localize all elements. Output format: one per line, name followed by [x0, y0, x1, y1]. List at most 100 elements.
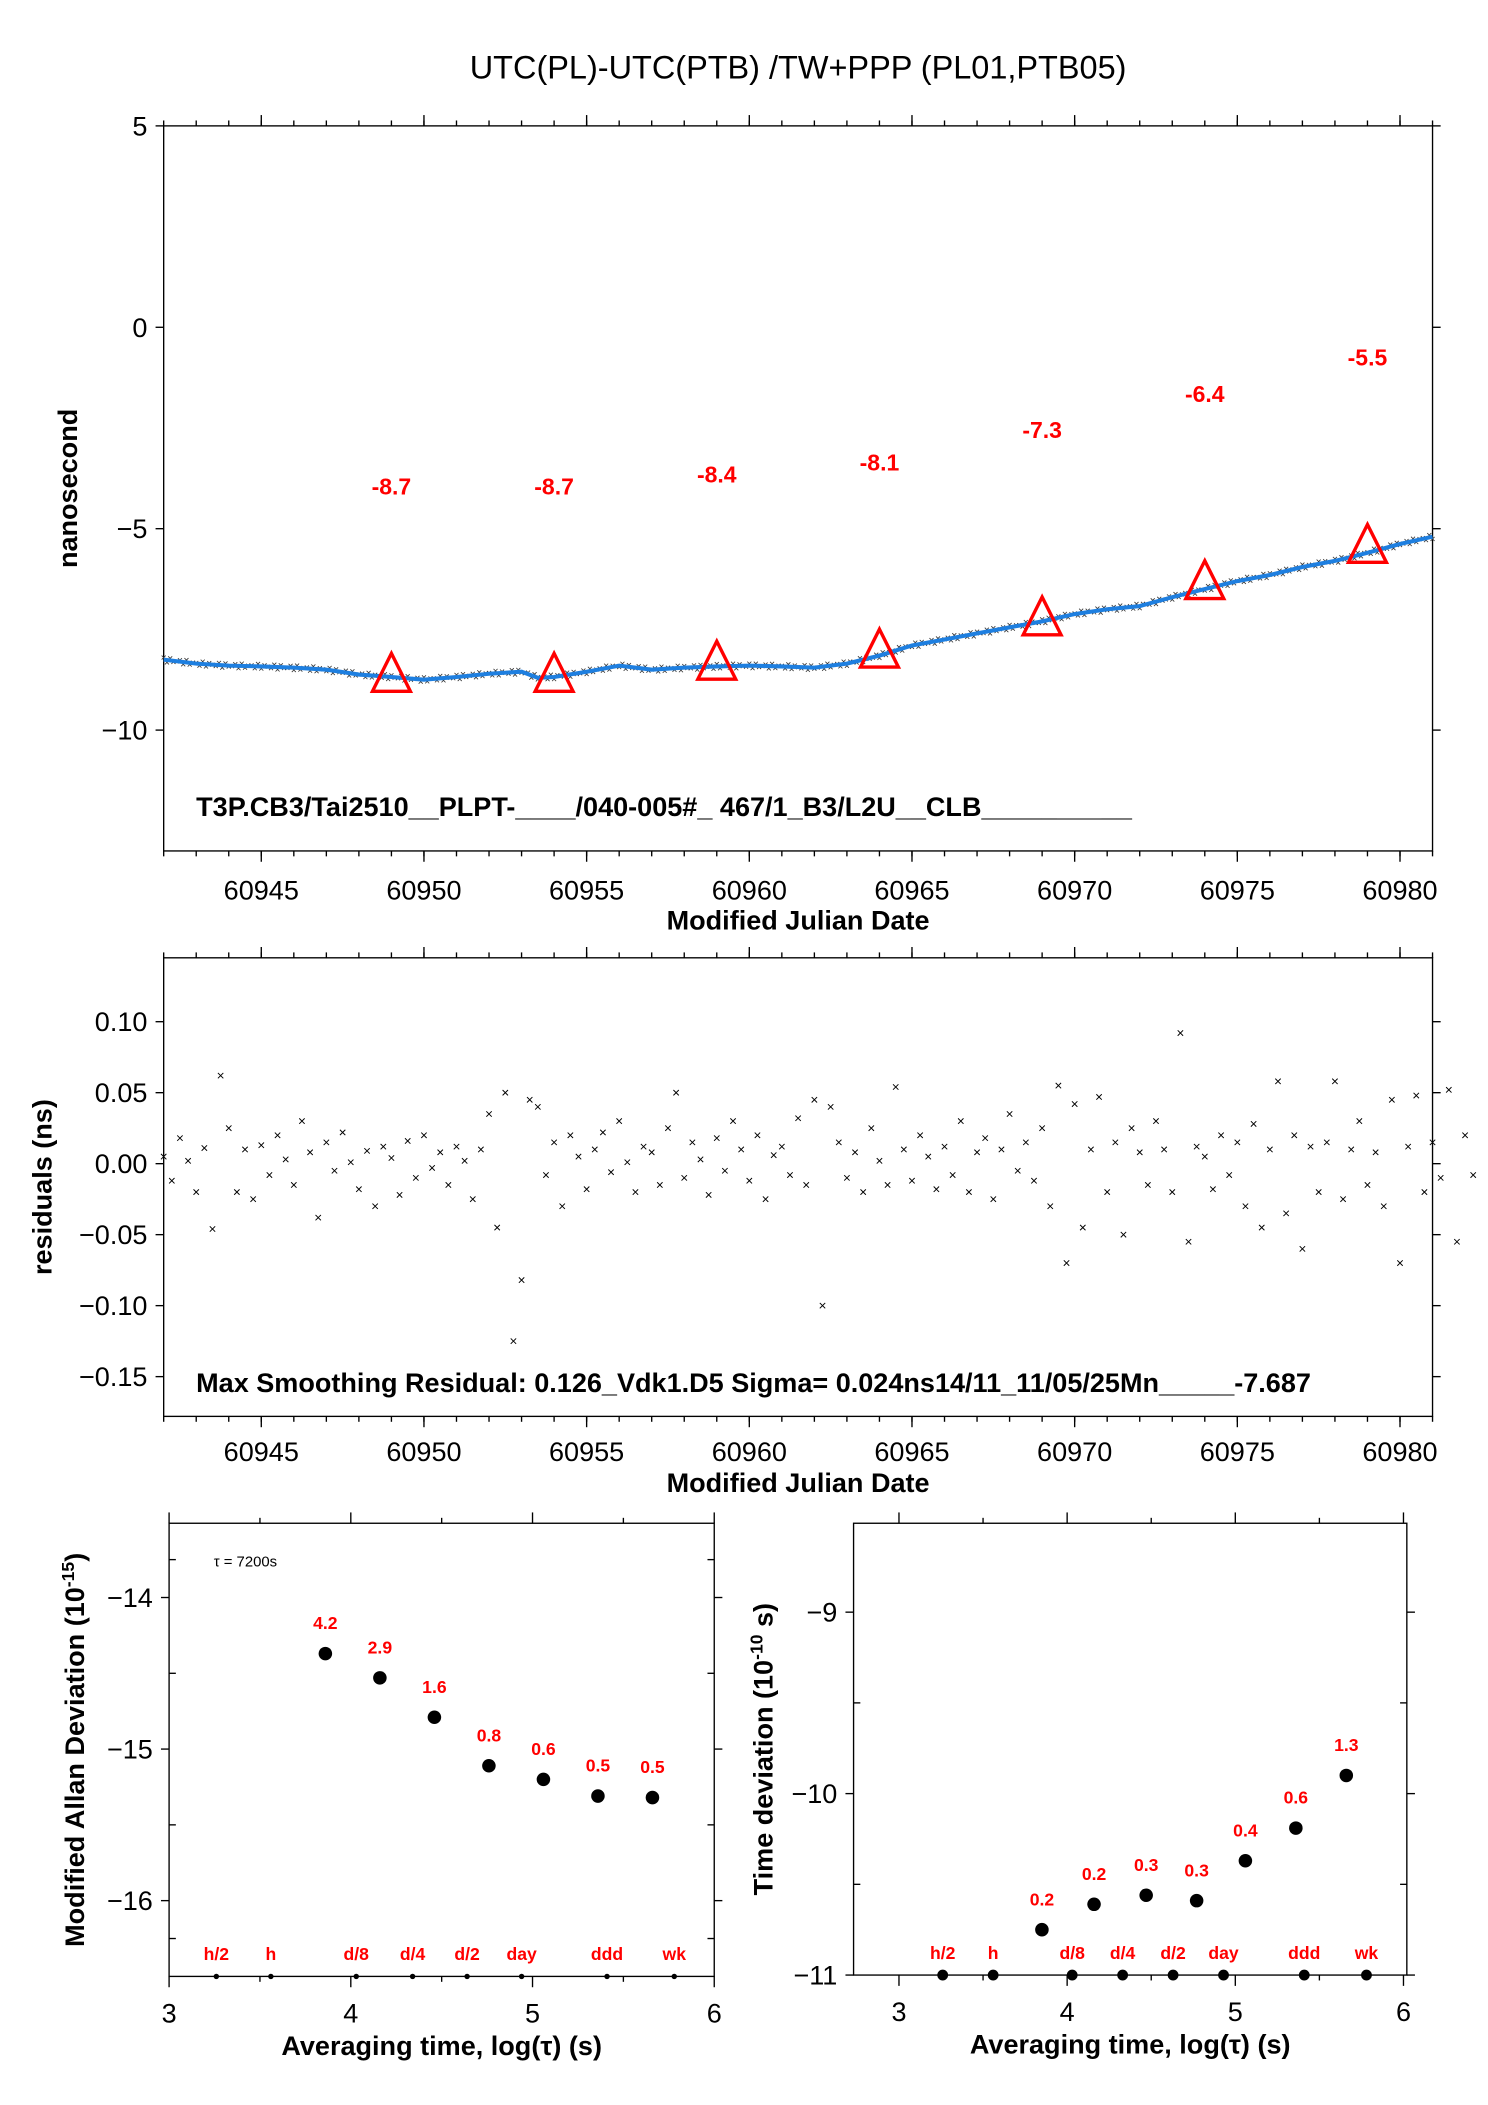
residual-point: [697, 1156, 704, 1163]
data-value-label: 4.2: [313, 1613, 338, 1633]
residual-point: [1453, 1238, 1460, 1245]
data-point: [482, 1758, 496, 1773]
marker-value-label: -8.1: [860, 449, 900, 475]
data-value-label: 0.6: [531, 1739, 556, 1759]
data-point: [1139, 1888, 1153, 1902]
data-point: [645, 1790, 660, 1805]
residual-point: [551, 1139, 558, 1146]
x-tick-label: 60970: [1037, 1437, 1112, 1467]
residual-point: [876, 1157, 883, 1164]
data-point: [591, 1789, 605, 1803]
residual-point: [811, 1096, 818, 1103]
residual-point: [258, 1142, 265, 1149]
residual-point: [648, 1149, 655, 1156]
data-point: [1289, 1821, 1303, 1835]
residual-point: [437, 1149, 444, 1156]
residual-point: [1421, 1189, 1428, 1196]
y-tick-label: −15: [107, 1735, 153, 1765]
reference-tau-marker: [671, 1973, 677, 1980]
residual-point: [852, 1149, 859, 1156]
residual-point: [925, 1153, 932, 1160]
residual-point: [1323, 1139, 1330, 1146]
residual-point: [591, 1146, 598, 1153]
reference-tau-label: d/8: [1059, 1943, 1085, 1963]
data-value-label: 1.3: [1334, 1735, 1359, 1755]
residual-point: [689, 1139, 696, 1146]
residual-point: [1161, 1146, 1168, 1153]
data-point: [536, 1772, 551, 1787]
reference-tau-label: h: [265, 1944, 276, 1964]
x-tick-label: 60955: [549, 1437, 624, 1467]
reference-tau-label: day: [506, 1944, 537, 1964]
residual-point: [1055, 1082, 1062, 1089]
x-tick-label: 3: [891, 1997, 906, 2027]
x-tick-label: 5: [1228, 1997, 1243, 2027]
reference-tau-label: h/2: [930, 1943, 956, 1963]
y-axis-label-exponent: -15: [58, 1562, 78, 1588]
reference-tau-marker: [464, 1973, 470, 1980]
reference-tau-marker: [1117, 1969, 1129, 1981]
data-value-label: 0.3: [1134, 1855, 1159, 1875]
allan-deviation-plot: 3 4 5 6 −14 −15 −16 Averaging time, log(τ) (s) M…: [58, 1512, 723, 2061]
reference-tau-label: d/8: [344, 1944, 370, 1964]
data-point: [1189, 1893, 1204, 1908]
marker-value-label: -8.7: [372, 474, 412, 500]
residual-point: [201, 1145, 208, 1152]
residual-point: [1136, 1149, 1143, 1156]
residual-point: [1462, 1132, 1469, 1139]
residual-point: [786, 1171, 794, 1179]
residual-point: [1291, 1132, 1298, 1139]
residual-point: [250, 1196, 257, 1203]
time-deviation-plot: 3 4 5 6 −9 −10 −11 Averaging time, log(τ) (s) Ti…: [746, 1512, 1415, 2060]
x-tick-label: 5: [525, 1998, 540, 2028]
x-tick-label: 4: [1060, 1997, 1075, 2027]
y-tick-label: −11: [793, 1961, 837, 1991]
residual-point: [941, 1143, 948, 1150]
residual-point: [1396, 1260, 1404, 1267]
residual-point: [1437, 1174, 1444, 1181]
data-point: [318, 1646, 333, 1661]
data-point: [373, 1671, 387, 1685]
y-axis-label-end: s): [748, 1603, 778, 1635]
residuals-plot: 60945 60950 60955 60960 60965 60970 60975 60980…: [27, 946, 1477, 1498]
y-axis-label: nanosecond: [53, 409, 83, 568]
data-point: [1087, 1897, 1101, 1912]
reference-tau-label: wk: [1354, 1943, 1379, 1963]
residual-point: [575, 1153, 582, 1160]
residual-point: [998, 1146, 1005, 1153]
residual-point: [640, 1143, 647, 1150]
residual-point: [461, 1157, 468, 1164]
x-tick-label: 4: [343, 1998, 358, 2028]
residual-point: [445, 1181, 452, 1189]
residual-point: [542, 1171, 550, 1179]
reference-tau-marker: [987, 1969, 999, 1981]
residual-point: [502, 1089, 509, 1096]
residual-point: [1348, 1146, 1355, 1153]
tau-note: τ = 7200s: [214, 1555, 277, 1571]
residual-point: [1315, 1189, 1322, 1196]
residual-point: [1047, 1203, 1054, 1210]
residual-point: [599, 1129, 606, 1136]
y-tick-label: 0.10: [95, 1007, 148, 1037]
reference-tau-label: ddd: [1288, 1943, 1320, 1963]
reference-tau-label: day: [1208, 1943, 1239, 1963]
residual-point: [331, 1167, 338, 1174]
residual-point: [1283, 1210, 1290, 1217]
residual-point: [1177, 1030, 1184, 1037]
residual-point: [673, 1089, 680, 1096]
residual-point: [1112, 1139, 1119, 1146]
residual-point: [664, 1125, 672, 1132]
residual-point: [420, 1132, 427, 1139]
reference-tau-marker: [518, 1973, 525, 1980]
residual-point: [681, 1174, 688, 1181]
residual-point: [534, 1103, 541, 1110]
residual-point: [485, 1110, 493, 1118]
residual-point: [746, 1177, 753, 1184]
residual-point: [323, 1139, 330, 1146]
y-tick-label: −0.15: [79, 1362, 147, 1392]
y-tick-label: 0.05: [95, 1078, 148, 1108]
reference-tau-label: h: [988, 1943, 999, 1963]
reference-tau-label: d/2: [1160, 1943, 1186, 1963]
residual-point: [803, 1181, 810, 1189]
residual-point: [1201, 1153, 1208, 1160]
